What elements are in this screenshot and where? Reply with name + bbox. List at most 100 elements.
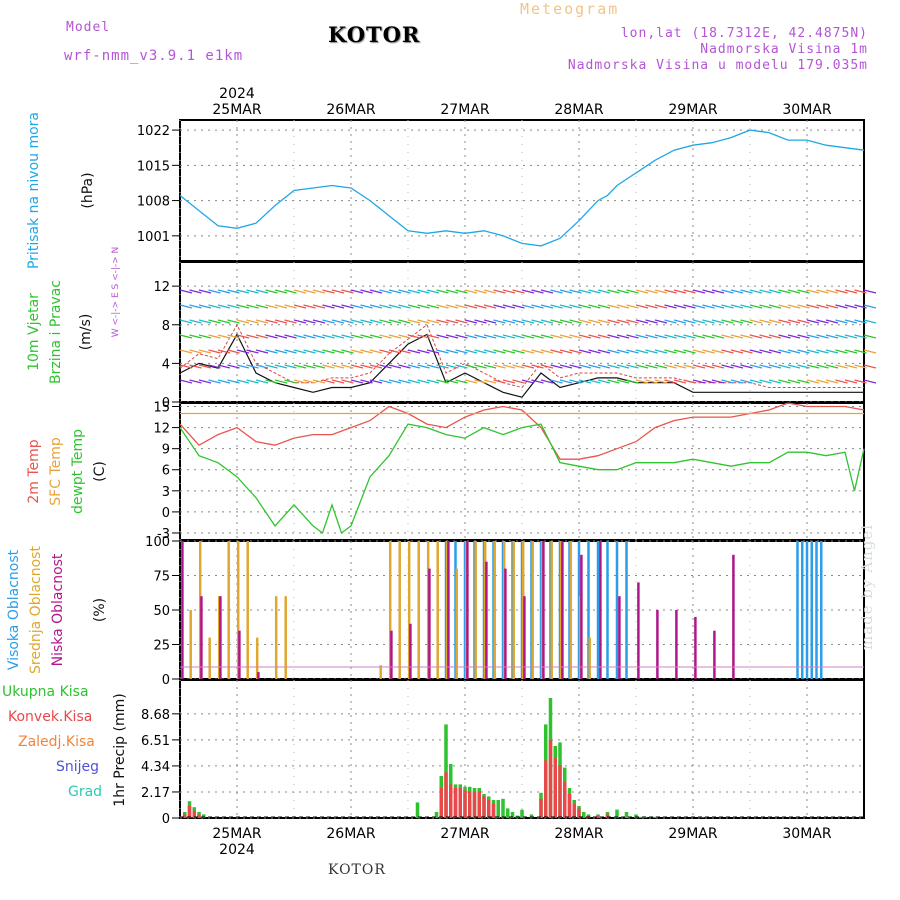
wind-arrow (683, 364, 696, 369)
wind-arrow (635, 304, 649, 309)
wind-arrow (616, 334, 630, 339)
wind-arrow (825, 349, 839, 354)
wind-arrow (274, 364, 288, 369)
wind-arrow (797, 334, 810, 339)
wind-arrow (198, 319, 212, 324)
bar-1 (407, 541, 411, 679)
bottom-day-label: 28MAR (554, 826, 603, 842)
wind-arrow (626, 304, 639, 309)
wind-arrow (293, 334, 307, 339)
wind-arrow (284, 349, 297, 354)
wind-arrow (312, 304, 326, 309)
bar-1 (550, 541, 553, 679)
wind-arrow (607, 304, 620, 309)
wind-arrow (464, 379, 478, 384)
wind-arrow (588, 319, 601, 324)
wind-arrow (588, 379, 601, 384)
wind-arrow (246, 289, 259, 294)
wind-arrow (293, 289, 307, 294)
top-day-label: 30MAR (782, 102, 831, 118)
wind-arrow (787, 379, 801, 384)
wind-arrow (341, 289, 354, 294)
wind-arrow (474, 364, 487, 369)
wind-arrow (654, 364, 668, 369)
axis-label: Pritisak na nivou mora (26, 112, 42, 269)
legend-item: Konvek.Kisa (8, 709, 92, 725)
axis-label: (%) (92, 598, 108, 622)
wind-arrow (768, 289, 782, 294)
bar-2 (523, 596, 526, 679)
wind-arrow (721, 319, 734, 324)
bar-1 (463, 790, 467, 818)
bar-1 (548, 740, 553, 818)
wind-arrow (607, 334, 620, 339)
wind-arrow (721, 289, 734, 294)
wind-arrow (730, 304, 744, 309)
bar-1 (458, 788, 462, 818)
wind-arrow (445, 334, 459, 339)
bar-1 (417, 541, 420, 679)
wind-arrow (350, 364, 364, 369)
wind-arrow (293, 319, 307, 324)
bar-1 (563, 782, 567, 818)
bar-2 (466, 541, 469, 679)
wind-arrow (208, 349, 221, 354)
wind-arrow (664, 289, 677, 294)
wind-arrow (360, 379, 373, 384)
wind-arrow (835, 319, 848, 324)
wind-arrow (835, 289, 848, 294)
wind-arrow (597, 364, 611, 369)
bar-1 (588, 637, 591, 679)
bottom-day-label: 29MAR (668, 826, 717, 842)
wind-arrow (512, 349, 525, 354)
y-tick-label: -3 (157, 527, 170, 542)
wind-arrow (493, 379, 506, 384)
y-tick-label: 1015 (137, 159, 170, 174)
wind-arrow (445, 289, 459, 294)
wind-arrow (350, 379, 364, 384)
wind-arrow (844, 364, 858, 369)
wind-arrow (531, 304, 544, 309)
bar-0 (520, 809, 524, 818)
wind-arrow (740, 334, 753, 339)
wind-arrow (702, 364, 715, 369)
bar-0 (815, 541, 818, 679)
bar-1 (192, 810, 196, 818)
wind-arrow (607, 349, 620, 354)
wind-arrow (255, 289, 269, 294)
bar-1 (531, 541, 534, 679)
wind-arrow (540, 304, 554, 309)
wind-arrow (265, 349, 278, 354)
y-tick-label: 4.34 (141, 760, 170, 775)
model-elevation: Nadmorska Visina u modelu 179.035m (567, 58, 868, 73)
wind-arrow (768, 304, 782, 309)
wind-arrow (778, 289, 791, 294)
wind-arrow (816, 304, 829, 309)
wind-arrow (303, 379, 316, 384)
y-tick-label: 50 (153, 604, 170, 619)
bar-1 (477, 791, 481, 818)
wind-arrow (284, 364, 297, 369)
wind-arrow (540, 319, 554, 324)
wind-arrow (588, 304, 601, 309)
wind-arrow (312, 289, 326, 294)
wind-arrow (360, 349, 373, 354)
y-tick-label: 2.17 (141, 786, 170, 801)
wind-arrow (236, 349, 250, 354)
wind-arrow (588, 289, 601, 294)
wind-arrow (379, 334, 392, 339)
wind-arrow (341, 319, 354, 324)
wind-arrow (559, 379, 573, 384)
wind-arrow (778, 319, 791, 324)
compass-legend: W <-|-> E S <-|-> N (111, 247, 121, 338)
wind-arrow (863, 289, 877, 294)
wind-arrow (407, 379, 421, 384)
wind-arrow (417, 304, 430, 309)
wind-arrow (683, 334, 696, 339)
top-day-label: 26MAR (326, 102, 375, 118)
wind-arrow (531, 379, 544, 384)
wind-arrow (474, 289, 487, 294)
wind-arrow (645, 289, 658, 294)
wind-arrow (559, 319, 573, 324)
panel-frame (179, 261, 865, 403)
